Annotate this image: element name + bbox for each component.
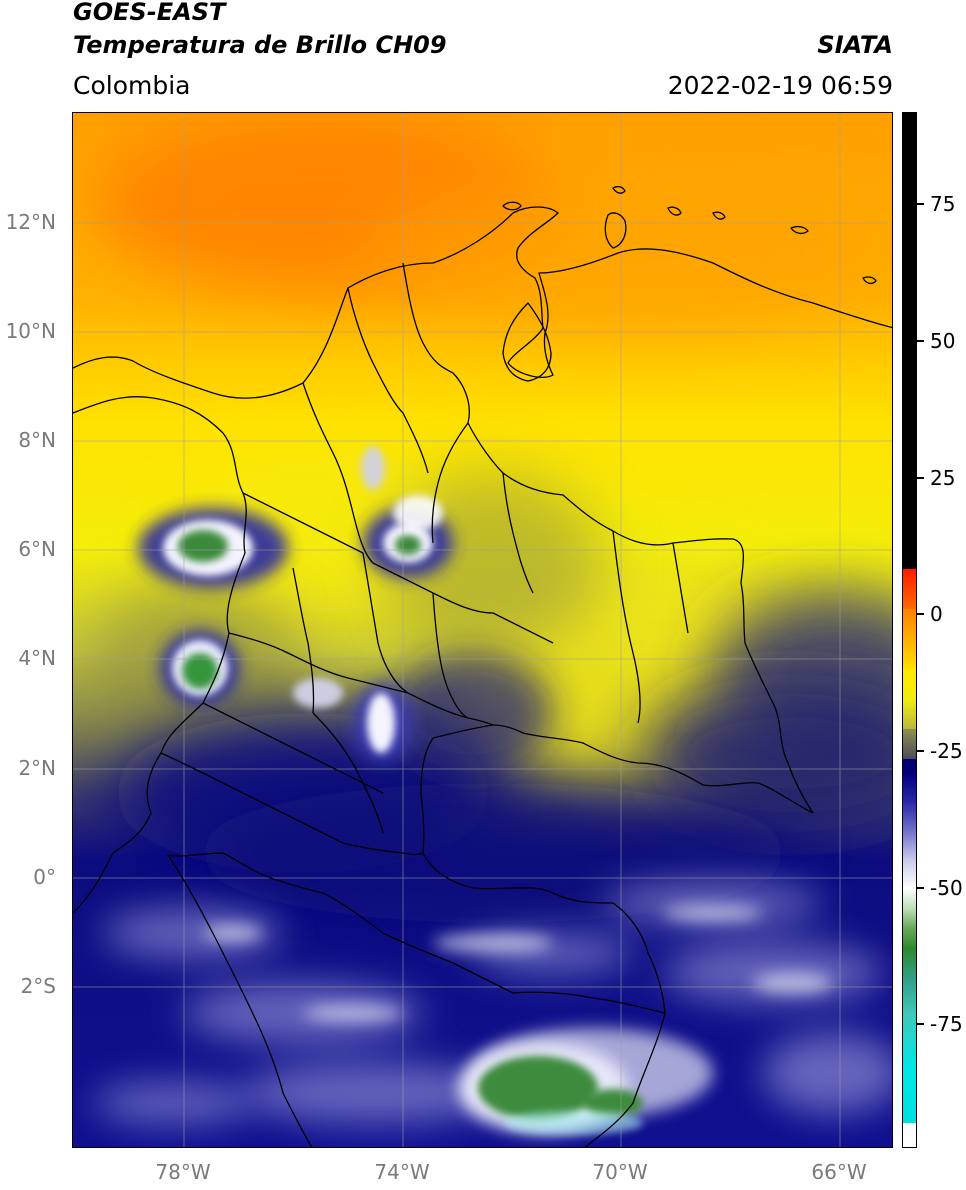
colorbar-tick [917, 613, 924, 615]
lat-label: 6°N [18, 537, 56, 561]
lon-label: 74°W [374, 1160, 430, 1184]
colorbar-tick [917, 477, 924, 479]
colorbar [902, 112, 917, 1148]
lat-label: 0° [33, 865, 56, 889]
colorbar-label: -50 [930, 876, 963, 900]
colorbar-tick [917, 340, 924, 342]
colorbar-label: -75 [930, 1012, 963, 1036]
lat-label: 4°N [18, 646, 56, 670]
lat-label: 10°N [5, 319, 56, 343]
product-title: Temperatura de Brillo CH09 [73, 31, 447, 59]
lat-label: 2°S [20, 974, 56, 998]
lat-label: 8°N [18, 428, 56, 452]
colorbar-tick [917, 203, 924, 205]
brightness-temperature-image [73, 113, 892, 1147]
colorbar-tick [917, 1023, 924, 1025]
gridlines [73, 113, 892, 1147]
coastlines-borders [73, 185, 892, 1147]
colorbar-tick [917, 750, 924, 752]
lat-label: 2°N [18, 756, 56, 780]
region-label: Colombia [73, 71, 191, 100]
colorbar-label: 25 [930, 466, 956, 490]
colorbar-label: 75 [930, 192, 956, 216]
lat-label: 12°N [5, 210, 56, 234]
colorbar-label: -25 [930, 739, 963, 763]
lon-label: 70°W [592, 1160, 648, 1184]
satellite-map[interactable] [72, 112, 893, 1148]
satellite-title: GOES-EAST [73, 0, 226, 26]
datetime-label: 2022-02-19 06:59 [667, 71, 893, 100]
colorbar-label: 0 [930, 602, 943, 626]
lon-label: 78°W [155, 1160, 211, 1184]
lon-label: 66°W [811, 1160, 867, 1184]
colorbar-label: 50 [930, 329, 956, 353]
colorbar-tick [917, 887, 924, 889]
source-label: SIATA [817, 31, 893, 59]
